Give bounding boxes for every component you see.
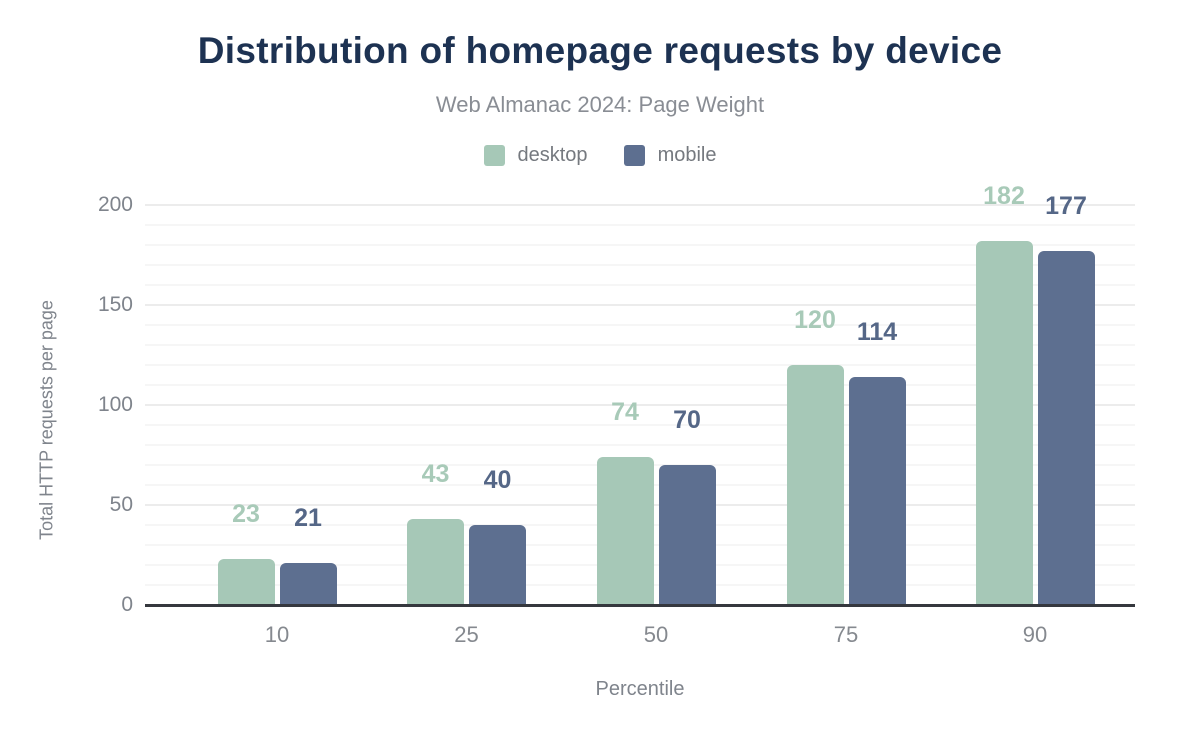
desktop-bar-p90 <box>975 241 1033 605</box>
desktop-bar-p10 <box>217 559 275 605</box>
mobile-value-label-p75: 114 <box>856 318 898 346</box>
desktop-bar-p50 <box>596 457 654 605</box>
y-tick-0: 0 <box>121 593 133 616</box>
x-tick-75: 75 <box>833 622 859 647</box>
y-tick-200: 200 <box>97 193 133 216</box>
desktop-swatch-icon <box>483 145 505 166</box>
chart-title: Distribution of homepage requests by dev… <box>197 30 1003 71</box>
x-tick-25: 25 <box>454 622 479 647</box>
mobile-bar-p90 <box>1037 251 1095 605</box>
y-tick-150: 150 <box>97 293 133 316</box>
gridline-major-200 <box>145 204 1135 206</box>
mobile-value-label-p10: 21 <box>294 504 322 532</box>
gridline-minor-190 <box>145 224 1135 226</box>
mobile-value-label-p90: 177 <box>1045 192 1087 220</box>
legend-item-desktop: desktop <box>483 144 588 167</box>
desktop-bar-p75 <box>786 365 844 605</box>
legend-label-desktop: desktop <box>517 144 588 166</box>
desktop-value-label-p10: 23 <box>232 500 260 528</box>
mobile-bar-p10 <box>279 563 337 605</box>
gridline-minor-140 <box>145 324 1135 326</box>
desktop-value-label-p25: 43 <box>421 460 450 488</box>
desktop-bar-p25 <box>407 519 464 605</box>
y-axis-title: Total HTTP requests per page <box>36 300 57 540</box>
gridline-minor-110 <box>145 384 1135 386</box>
mobile-bar-p50 <box>658 465 716 605</box>
gridline-minor-180 <box>145 244 1135 246</box>
desktop-value-label-p75: 120 <box>794 306 836 334</box>
legend-item-mobile: mobile <box>623 144 717 167</box>
x-tick-90: 90 <box>1022 622 1048 647</box>
gridline-minor-170 <box>145 264 1135 266</box>
desktop-value-label-p50: 74 <box>611 398 639 426</box>
mobile-value-label-p50: 70 <box>673 406 701 434</box>
mobile-bar-p75 <box>848 377 906 605</box>
plot-area: 0 50 100 150 200 23 21 10 43 40 25 74 70 50 120 114 75 18… <box>98 183 1135 647</box>
gridline-minor-90 <box>145 424 1135 426</box>
gridline-minor-130 <box>145 344 1135 346</box>
mobile-bar-p25 <box>469 525 526 605</box>
chart-subtitle: Web Almanac 2024: Page Weight <box>435 92 765 117</box>
gridline-major-100 <box>145 404 1135 406</box>
mobile-swatch-icon <box>623 145 645 166</box>
legend-label-mobile: mobile <box>657 144 717 166</box>
y-tick-50: 50 <box>109 493 133 516</box>
gridline-major-150 <box>145 304 1135 306</box>
x-tick-50: 50 <box>643 622 669 647</box>
chart-legend: desktop mobile <box>0 144 1200 167</box>
x-axis-title: Percentile <box>595 678 685 700</box>
desktop-value-label-p90: 182 <box>983 182 1025 210</box>
mobile-value-label-p25: 40 <box>483 466 512 494</box>
gridline-minor-120 <box>145 364 1135 366</box>
gridline-minor-80 <box>145 444 1135 446</box>
gridline-minor-160 <box>145 284 1135 286</box>
x-tick-10: 10 <box>264 622 290 647</box>
x-axis-line <box>145 604 1135 607</box>
y-tick-100: 100 <box>97 393 133 416</box>
